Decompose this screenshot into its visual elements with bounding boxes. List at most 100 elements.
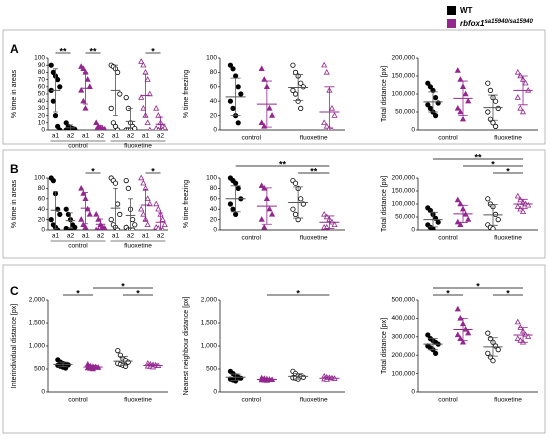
data-point — [269, 210, 276, 217]
y-tick-label: 150,000 — [392, 73, 416, 80]
data-point — [457, 108, 464, 115]
significance-label: * — [136, 288, 140, 298]
plot-area — [423, 67, 533, 130]
legend-label: rbfox1 — [460, 19, 485, 28]
data-point — [140, 179, 147, 186]
legend: WT rbfox1sa15940/sa15940 — [447, 6, 534, 28]
y-axis-label: % time in areas — [11, 179, 18, 228]
data-point — [298, 196, 304, 202]
data-point — [112, 180, 119, 186]
y-tick-label: 60 — [38, 196, 46, 203]
data-point — [517, 104, 524, 111]
group-label: fluoxetine — [494, 235, 522, 242]
y-axis-label: Total distance [px] — [381, 176, 388, 232]
y-axis-label: Total distance [px] — [381, 318, 388, 374]
data-point — [465, 216, 472, 222]
group-label: control — [438, 397, 458, 404]
data-point — [331, 112, 338, 118]
y-tick-label: 300,000 — [392, 334, 416, 341]
y-tick-label: 100 — [206, 175, 217, 182]
data-point — [57, 127, 63, 130]
data-point — [292, 91, 299, 97]
group-label: fluoxetine — [300, 397, 328, 404]
y-tick-label: 30 — [38, 105, 46, 112]
data-point — [161, 221, 168, 228]
data-point — [292, 180, 299, 186]
plot-area — [48, 175, 168, 230]
y-tick-label: 10 — [38, 120, 46, 127]
significance-label: ** — [310, 166, 318, 176]
y-tick-label: 80 — [210, 185, 218, 192]
data-point — [57, 211, 63, 217]
data-point — [55, 77, 61, 83]
data-point — [258, 182, 265, 189]
data-point — [78, 216, 85, 222]
group-label: fluoxetine — [494, 135, 522, 142]
x-tick-label: a2 — [97, 133, 105, 140]
significance-label: ** — [474, 152, 482, 162]
data-point — [227, 98, 234, 104]
data-point — [465, 329, 472, 336]
y-axis-label: % time freezing — [183, 180, 190, 228]
data-point — [290, 62, 296, 68]
y-tick-label: 1,000 — [201, 343, 218, 350]
data-point — [160, 226, 165, 230]
data-point — [323, 122, 330, 129]
data-point — [330, 126, 334, 130]
y-tick-label: 1,500 — [201, 320, 218, 327]
data-point — [485, 330, 491, 336]
data-point — [230, 206, 236, 212]
significance-label: * — [506, 166, 510, 176]
data-point — [321, 119, 328, 125]
group-label: fluoxetine — [124, 243, 152, 250]
significance-label: * — [76, 288, 80, 298]
data-point — [80, 190, 87, 196]
data-point — [454, 196, 461, 203]
significance-label: * — [121, 281, 125, 291]
data-point — [435, 219, 441, 225]
y-tick-label: 100 — [206, 55, 217, 62]
data-point — [63, 206, 69, 212]
y-tick-label: 50 — [38, 91, 46, 98]
data-point — [292, 211, 299, 217]
y-tick-label: 500,000 — [392, 297, 416, 304]
data-point — [495, 217, 501, 223]
y-tick-label: 100,000 — [392, 201, 416, 208]
data-point — [514, 94, 521, 100]
data-point — [457, 200, 464, 207]
legend-superscript: sa15940/sa15940 — [484, 19, 533, 25]
data-point — [459, 115, 467, 122]
data-point — [454, 331, 461, 338]
data-point — [233, 73, 239, 79]
data-point — [108, 105, 114, 112]
group-label: fluoxetine — [494, 397, 522, 404]
data-point — [492, 98, 499, 104]
panel: % time freezing 0 20 40 60 80 100 control fluoxe… — [183, 55, 345, 142]
data-point — [258, 216, 265, 222]
data-point — [57, 84, 63, 90]
data-point — [115, 69, 121, 76]
data-point — [80, 221, 87, 228]
data-point — [102, 225, 108, 230]
y-tick-label: 20 — [38, 112, 46, 119]
y-axis-label: Interindividual distance [px] — [11, 304, 18, 388]
data-point — [84, 76, 91, 82]
data-point — [155, 205, 162, 212]
plot-area — [225, 175, 340, 230]
data-point — [227, 62, 234, 68]
data-point — [492, 123, 499, 130]
y-tick-label: 0 — [213, 127, 217, 134]
panel: B % time in areas 0 20 40 60 80 100 a1 a2 a1 a2 a1 a2… — [10, 162, 168, 250]
y-tick-label: 0 — [213, 227, 217, 234]
significance-label: * — [491, 159, 495, 169]
data-point — [238, 375, 244, 381]
data-point — [115, 347, 121, 354]
data-point — [525, 333, 532, 340]
x-tick-label: a2 — [67, 133, 75, 140]
x-tick-label: a2 — [127, 233, 135, 240]
data-point — [514, 192, 521, 199]
data-point — [487, 87, 493, 94]
group-label: control — [68, 143, 88, 150]
